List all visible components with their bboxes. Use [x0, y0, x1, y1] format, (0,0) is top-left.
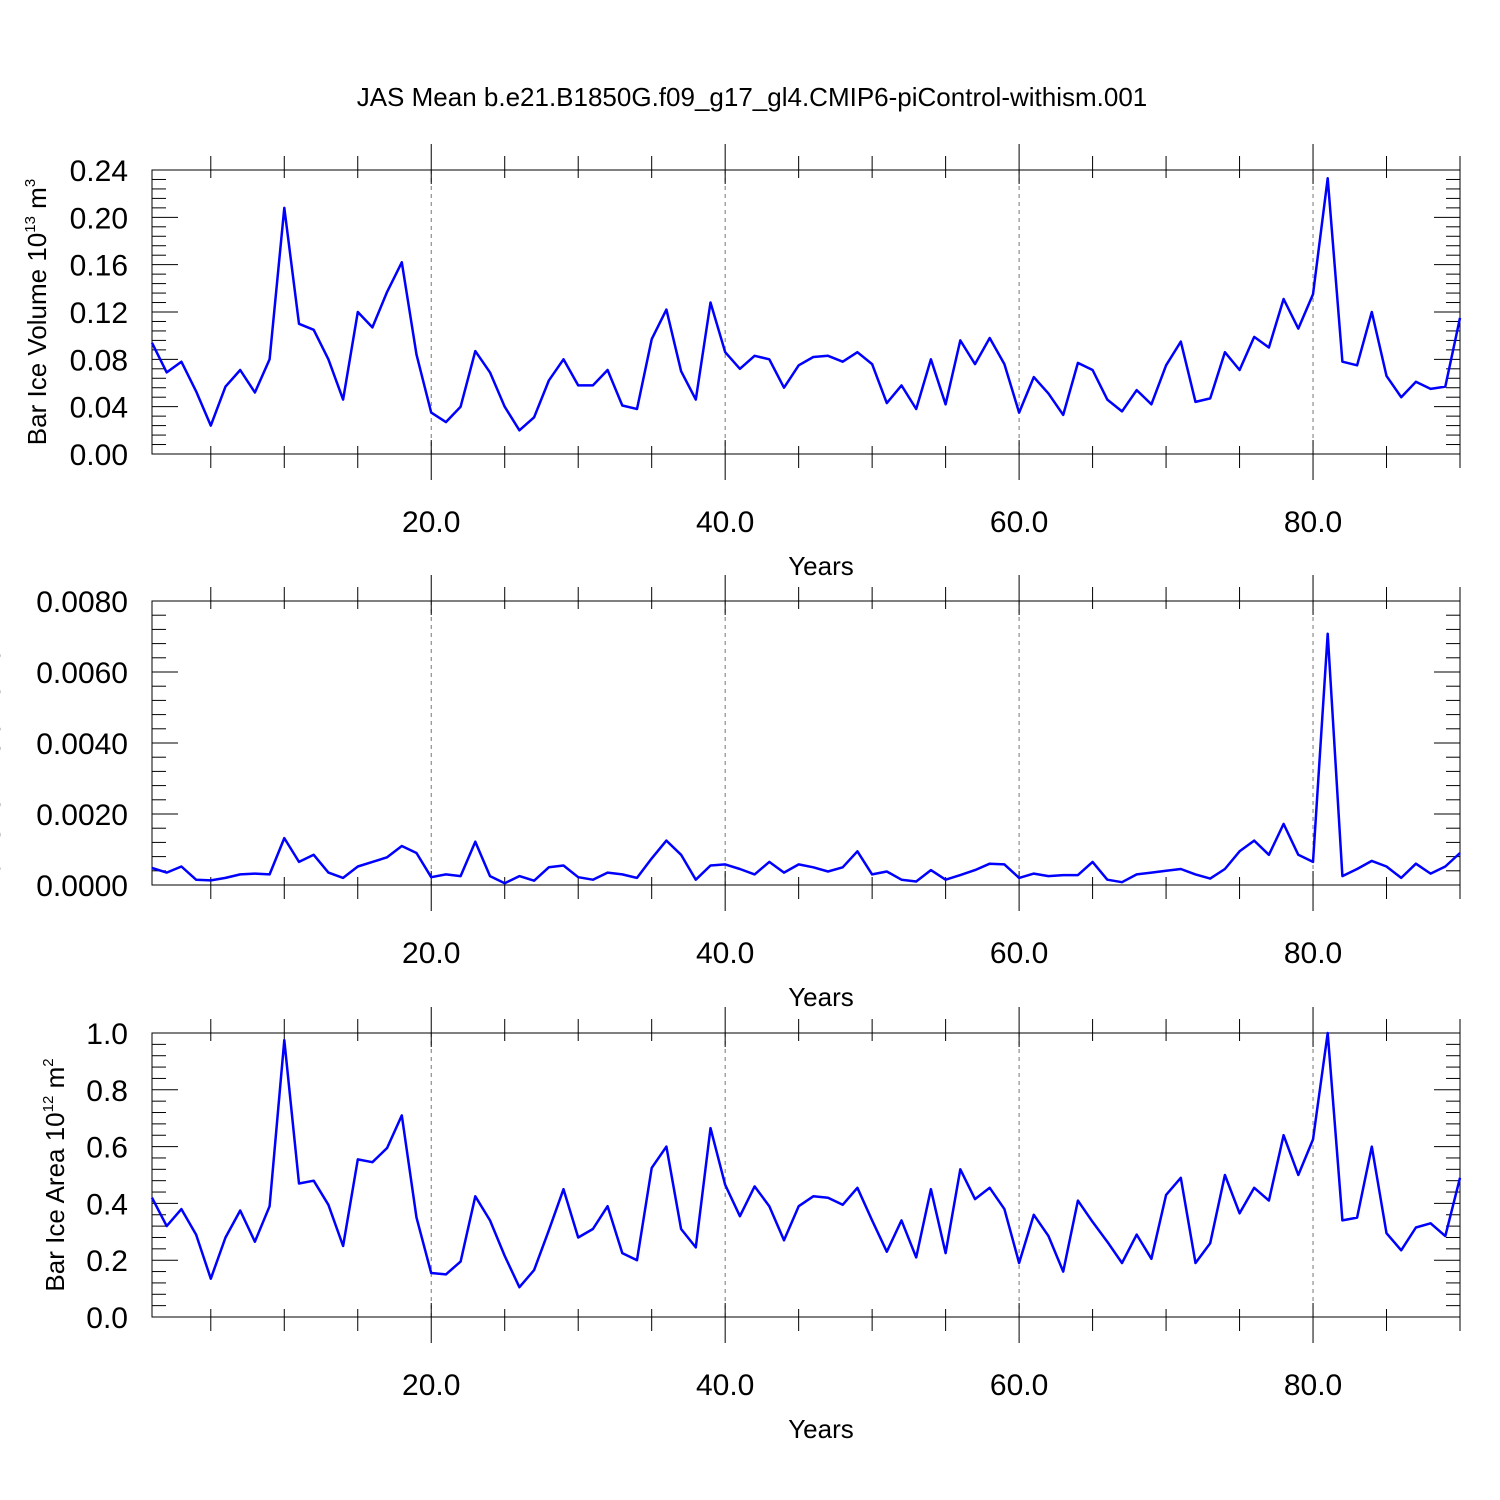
- y-axis-label: Bar Ice Volume 1013 m3: [22, 179, 52, 445]
- y-tick-label: 0.08: [70, 344, 128, 377]
- y-tick-label: 0.00: [70, 439, 128, 472]
- panel-1: 20.0 40.0 60.0 80.0 Years 0.00 0.04 0.08 0.12 0.1…: [22, 144, 1462, 581]
- y-axis-label: Bar Snow Volume 1013 m3: [0, 595, 6, 892]
- x-tick-label: 80.0: [1284, 506, 1342, 539]
- x-axis-label: Years: [788, 1414, 854, 1444]
- y-axis-label: Bar Ice Area 1012 m2: [40, 1058, 70, 1291]
- x-tick-label: 40.0: [696, 937, 754, 970]
- y-tick-label: 0.8: [86, 1075, 128, 1108]
- x-tick-label: 20.0: [402, 937, 460, 970]
- x-axis-label: Years: [788, 551, 854, 581]
- x-tick-label: 60.0: [990, 937, 1048, 970]
- y-tick-label: 0.20: [70, 202, 128, 235]
- series-line: [150, 1031, 1462, 1289]
- panel-2: 20.0 40.0 60.0 80.0 Years 0.0000 0.0020 0.0040 0…: [0, 575, 1461, 1012]
- y-tick-label: 0.6: [86, 1132, 128, 1165]
- y-tick-label: 0.16: [70, 250, 128, 283]
- y-tick-label: 0.0: [86, 1302, 128, 1335]
- y-tick-label: 0.12: [70, 297, 128, 330]
- y-tick-label: 0.0000: [36, 870, 128, 903]
- y-tick-label: 0.4: [86, 1188, 128, 1221]
- x-tick-label: 40.0: [696, 506, 754, 539]
- plot-frame: [151, 1032, 1461, 1318]
- x-tick-label: 20.0: [402, 1369, 460, 1402]
- x-tick-label: 80.0: [1284, 1369, 1342, 1402]
- y-tick-label: 0.0060: [36, 657, 128, 690]
- y-tick-label: 1.0: [86, 1018, 128, 1051]
- x-axis-label: Years: [788, 982, 854, 1012]
- y-tick-label: 0.04: [70, 392, 128, 425]
- chart-title: JAS Mean b.e21.B1850G.f09_g17_gl4.CMIP6-…: [357, 82, 1148, 112]
- x-tick-label: 20.0: [402, 506, 460, 539]
- y-tick-label: 0.24: [70, 155, 128, 188]
- x-tick-label: 80.0: [1284, 937, 1342, 970]
- y-tick-label: 0.0020: [36, 799, 128, 832]
- panel-3: 20.0 40.0 60.0 80.0 Years 0.0 0.2 0.4 0.6 0.8 1.0 B…: [40, 1007, 1462, 1444]
- y-tick-label: 0.0080: [36, 586, 128, 619]
- series-line: [151, 632, 1461, 885]
- x-tick-label: 60.0: [990, 1369, 1048, 1402]
- x-tick-label: 60.0: [990, 506, 1048, 539]
- y-tick-label: 0.0040: [36, 728, 128, 761]
- series-line: [150, 177, 1462, 432]
- y-tick-label: 0.2: [86, 1245, 128, 1278]
- x-tick-label: 40.0: [696, 1369, 754, 1402]
